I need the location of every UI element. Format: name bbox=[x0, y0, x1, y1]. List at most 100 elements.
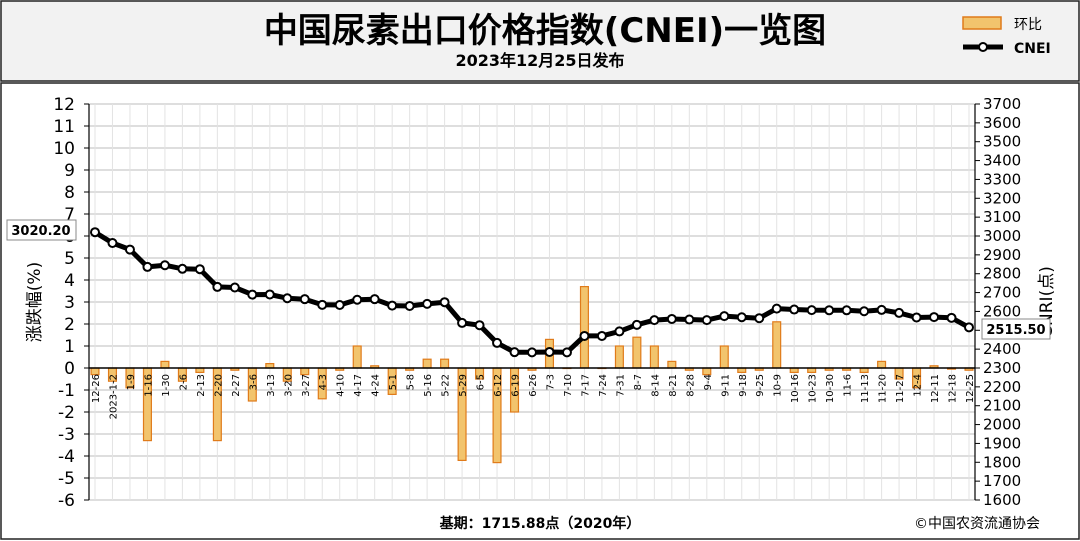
x-tick-label: 10-16 bbox=[790, 374, 801, 403]
x-tick-label: 11-6 bbox=[843, 374, 854, 397]
cnei-point bbox=[352, 294, 363, 305]
x-tick-label: 6-26 bbox=[528, 374, 539, 397]
footer-base: 基期：1715.88点（2020年） bbox=[440, 515, 641, 532]
cnei-point bbox=[439, 297, 450, 308]
bar bbox=[702, 367, 712, 376]
start-callout: 3020.20 bbox=[6, 219, 77, 241]
x-tick-label: 6-19 bbox=[511, 374, 522, 397]
cnei-point bbox=[509, 347, 520, 358]
x-tick-label: 7-24 bbox=[598, 374, 609, 397]
cnei-point bbox=[684, 314, 695, 325]
bar bbox=[422, 358, 432, 369]
cnei-point bbox=[369, 294, 380, 305]
x-tick-label: 7-10 bbox=[563, 374, 574, 397]
left-tick-label: 10 bbox=[53, 139, 75, 159]
right-tick-label: 2600 bbox=[983, 302, 1021, 320]
x-tick-label: 9-18 bbox=[738, 374, 749, 397]
bar bbox=[649, 345, 659, 369]
bar bbox=[440, 358, 450, 369]
x-tick-label: 6-12 bbox=[493, 374, 504, 397]
x-tick-label: 4-17 bbox=[353, 374, 364, 397]
cnei-point bbox=[282, 293, 293, 304]
cnei-point bbox=[631, 319, 642, 330]
right-tick-label: 2400 bbox=[983, 340, 1021, 358]
x-tick-label: 9-11 bbox=[720, 374, 731, 397]
x-tick-label: 8-21 bbox=[668, 374, 679, 397]
cnei-point bbox=[474, 320, 485, 331]
x-tick-label: 8-14 bbox=[650, 374, 661, 397]
cnei-point bbox=[229, 282, 240, 293]
grid bbox=[88, 103, 976, 501]
chart-subtitle: 2023年12月25日发布 bbox=[455, 51, 624, 70]
left-tick-label: 4 bbox=[64, 271, 75, 291]
right-tick-label: 3500 bbox=[983, 133, 1021, 151]
cnei-point bbox=[806, 305, 817, 316]
x-tick-label: 10-9 bbox=[773, 374, 784, 397]
right-tick-label: 2900 bbox=[983, 246, 1021, 264]
x-tick-label: 9-4 bbox=[703, 374, 714, 390]
right-tick-label: 3100 bbox=[983, 208, 1021, 226]
x-tick-label: 3-6 bbox=[248, 374, 259, 390]
right-tick-label: 2000 bbox=[983, 416, 1021, 434]
bar bbox=[579, 286, 589, 369]
x-tick-label: 3-20 bbox=[283, 374, 294, 397]
x-tick-label: 9-25 bbox=[755, 374, 766, 397]
right-tick-label: 3400 bbox=[983, 152, 1021, 170]
bar bbox=[719, 345, 729, 369]
x-tick-label: 2023-1-2 bbox=[108, 374, 119, 419]
cnei-point bbox=[649, 315, 660, 326]
left-axis-title: 涨跌幅(%) bbox=[25, 262, 45, 342]
cnei-point bbox=[264, 289, 275, 300]
x-tick-label: 12-4 bbox=[913, 374, 924, 397]
x-tick-label: 3-13 bbox=[266, 374, 277, 397]
cnei-point bbox=[911, 312, 922, 323]
right-tick-label: 1800 bbox=[983, 453, 1021, 471]
left-tick-label: 5 bbox=[64, 249, 75, 269]
legend-line-label: CNEI bbox=[1014, 41, 1051, 57]
cnei-point bbox=[561, 347, 572, 358]
right-tick-label: 2300 bbox=[983, 359, 1021, 377]
end-callout: 2515.50 bbox=[981, 318, 1051, 340]
right-tick-label: 2700 bbox=[983, 284, 1021, 302]
line-series bbox=[90, 227, 974, 358]
legend-bar-label: 环比 bbox=[1014, 17, 1042, 33]
right-tick-label: 2800 bbox=[983, 265, 1021, 283]
bar bbox=[772, 321, 782, 369]
left-tick-label: -6 bbox=[58, 491, 75, 511]
x-tick-label: 4-3 bbox=[318, 374, 329, 390]
x-axis: 12-26 2023-1-2 1-9 1-16 1-30 2-6 2-13 2-20 2-27 3… bbox=[91, 374, 976, 419]
x-tick-label: 8-28 bbox=[685, 374, 696, 397]
x-tick-label: 10-23 bbox=[808, 374, 819, 403]
x-tick-label: 7-3 bbox=[545, 374, 556, 390]
x-tick-label: 11-13 bbox=[860, 374, 871, 403]
cnei-point bbox=[142, 261, 153, 272]
x-tick-label: 1-9 bbox=[126, 374, 137, 390]
left-tick-label: -1 bbox=[58, 381, 75, 401]
cnei-point bbox=[964, 322, 974, 333]
cnei-point bbox=[457, 317, 468, 328]
cnei-point bbox=[124, 244, 135, 255]
cnei-point bbox=[334, 300, 345, 311]
x-tick-label: 4-24 bbox=[371, 374, 382, 397]
left-tick-label: 8 bbox=[64, 183, 75, 203]
x-tick-label: 5-16 bbox=[423, 374, 434, 397]
x-tick-label: 2-13 bbox=[196, 374, 207, 397]
right-tick-label: 1900 bbox=[983, 434, 1021, 452]
cnei-point bbox=[492, 337, 503, 348]
x-tick-label: 11-27 bbox=[895, 374, 906, 403]
cnei-point bbox=[527, 347, 537, 358]
bar bbox=[632, 336, 642, 369]
x-tick-label: 5-29 bbox=[458, 374, 469, 397]
right-tick-label: 3600 bbox=[983, 114, 1021, 132]
cnei-point bbox=[212, 281, 223, 292]
left-tick-label: -3 bbox=[58, 425, 75, 445]
right-tick-label: 2100 bbox=[983, 397, 1021, 415]
x-tick-label: 4-10 bbox=[336, 374, 347, 397]
cnei-point bbox=[666, 313, 677, 324]
cnei-point bbox=[299, 294, 310, 305]
cnei-point bbox=[247, 289, 258, 300]
right-tick-label: 3200 bbox=[983, 189, 1021, 207]
x-tick-label: 2-6 bbox=[178, 374, 189, 390]
cnei-point bbox=[736, 312, 747, 323]
x-tick-label: 5-8 bbox=[406, 374, 417, 390]
